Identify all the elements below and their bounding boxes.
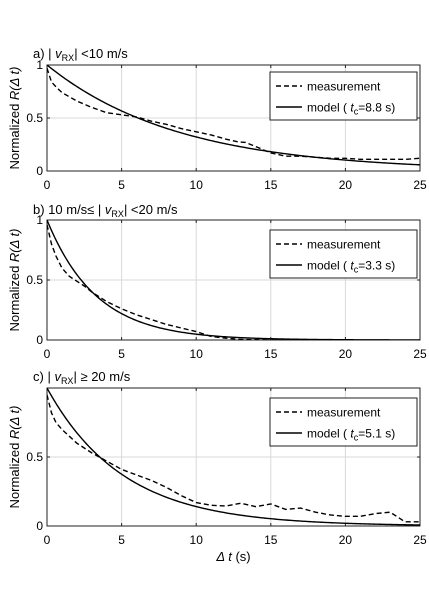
x-tick-label: 0 xyxy=(44,178,51,192)
chart-panel-1: a) | vRX| <10 m/s 0 5 10 15 20 25 0 0.5 1 Normaliz… xyxy=(7,46,427,192)
x-tick-label: 0 xyxy=(44,533,51,547)
legend-box xyxy=(269,71,418,121)
y-axis-label: Normalized R(Δ t) xyxy=(7,229,22,332)
x-tick-label: 25 xyxy=(413,178,427,192)
legend-label: model ( tc=3.3 s) xyxy=(307,259,395,275)
x-tick-label: 10 xyxy=(190,347,204,361)
x-tick-label: 20 xyxy=(339,178,353,192)
legend-box xyxy=(269,229,418,279)
x-tick-label: 20 xyxy=(339,533,353,547)
y-tick-label: 0 xyxy=(36,333,43,347)
y-axis-label-symbol: R(Δ t) xyxy=(7,229,22,263)
chart-panel-3: c) | vRX| ≥ 20 m/s 0 5 10 15 20 25 0 0.5 Normaliz… xyxy=(7,369,427,564)
y-tick-label: 1 xyxy=(36,213,43,227)
y-tick-label: 0.5 xyxy=(26,111,43,125)
legend-label-symbol: t xyxy=(350,259,354,273)
measurement-series-line xyxy=(47,224,271,340)
panel-title: b) 10 m/s≤ | vRX| <20 m/s xyxy=(33,202,178,219)
legend: measurement model ( tc=8.8 s) xyxy=(269,71,418,121)
panel-title-subscript: RX xyxy=(61,376,74,386)
legend-label-text: =8.8 s) xyxy=(358,101,395,115)
panel-title-symbol: v xyxy=(55,46,63,61)
legend-label-symbol: t xyxy=(350,427,354,441)
y-tick-label: 0.5 xyxy=(26,273,43,287)
legend: measurement model ( tc=5.1 s) xyxy=(269,397,418,447)
y-axis-label-prefix: Normalized xyxy=(7,439,22,508)
legend-label-subscript: c xyxy=(354,433,359,443)
x-axis-label-symbol: Δ t xyxy=(215,549,233,564)
model-series-line xyxy=(47,388,420,526)
x-tick-label: 25 xyxy=(413,533,427,547)
panel-title-text: c) | xyxy=(33,369,54,384)
x-tick-label: 25 xyxy=(413,347,427,361)
panel-title: a) | vRX| <10 m/s xyxy=(33,46,128,63)
x-tick-label: 15 xyxy=(264,178,278,192)
legend-box xyxy=(269,397,418,447)
x-tick-label: 10 xyxy=(190,178,204,192)
panel-title: c) | vRX| ≥ 20 m/s xyxy=(33,369,131,386)
legend-label-symbol: t xyxy=(350,101,354,115)
panel-title-subscript: RX xyxy=(62,53,75,63)
y-axis-label: Normalized R(Δ t) xyxy=(7,67,22,170)
y-axis-label: Normalized R(Δ t) xyxy=(7,406,22,509)
y-tick-label: 0 xyxy=(36,164,43,178)
legend-label-subscript: c xyxy=(354,107,359,117)
x-tick-label: 0 xyxy=(44,347,51,361)
legend-label-text: =5.1 s) xyxy=(358,427,395,441)
legend-label: model ( tc=8.8 s) xyxy=(307,101,395,117)
y-axis-label-prefix: Normalized xyxy=(7,100,22,169)
panel-title-symbol: v xyxy=(54,369,62,384)
panel-title-subscript: RX xyxy=(111,209,124,219)
model-series-line xyxy=(47,220,420,340)
x-tick-label: 5 xyxy=(118,347,125,361)
panel-title-text: | <20 m/s xyxy=(124,202,178,217)
legend-label-text: model ( xyxy=(307,259,350,273)
panel-title-text: | <10 m/s xyxy=(74,46,128,61)
legend-label-text: model ( xyxy=(307,427,350,441)
legend-label: model ( tc=5.1 s) xyxy=(307,427,395,443)
panel-title-symbol: v xyxy=(105,202,113,217)
panel-title-text: | ≥ 20 m/s xyxy=(73,369,130,384)
x-tick-label: 5 xyxy=(118,178,125,192)
y-axis-label-symbol: R(Δ t) xyxy=(7,406,22,440)
chart-panel-2: b) 10 m/s≤ | vRX| <20 m/s 0 5 10 15 20 25 0 0.5 1… xyxy=(7,202,427,361)
model-series-line xyxy=(47,65,420,166)
panel-title-text: a) | xyxy=(33,46,55,61)
x-tick-label: 15 xyxy=(264,347,278,361)
y-tick-label: 1 xyxy=(36,58,43,72)
legend-label-subscript: c xyxy=(354,265,359,275)
x-tick-label: 20 xyxy=(339,347,353,361)
x-tick-label: 10 xyxy=(190,533,204,547)
legend-label-text: model ( xyxy=(307,101,350,115)
y-axis-label-prefix: Normalized xyxy=(7,262,22,331)
legend-label: measurement xyxy=(307,406,381,420)
x-axis-label-unit: (s) xyxy=(232,549,251,564)
panel-title-text: b) 10 m/s≤ | xyxy=(33,202,105,217)
y-axis-label-symbol: R(Δ t) xyxy=(7,67,22,101)
legend-label: measurement xyxy=(307,80,381,94)
y-tick-label: 0.5 xyxy=(26,450,43,464)
legend-label: measurement xyxy=(307,238,381,252)
measurement-series-line xyxy=(47,67,420,161)
legend-label-text: =3.3 s) xyxy=(358,259,395,273)
x-tick-label: 15 xyxy=(264,533,278,547)
y-tick-label: 0 xyxy=(36,519,43,533)
x-tick-label: 5 xyxy=(118,533,125,547)
legend: measurement model ( tc=3.3 s) xyxy=(269,229,418,279)
x-axis-label: Δ t (s) xyxy=(215,549,250,564)
